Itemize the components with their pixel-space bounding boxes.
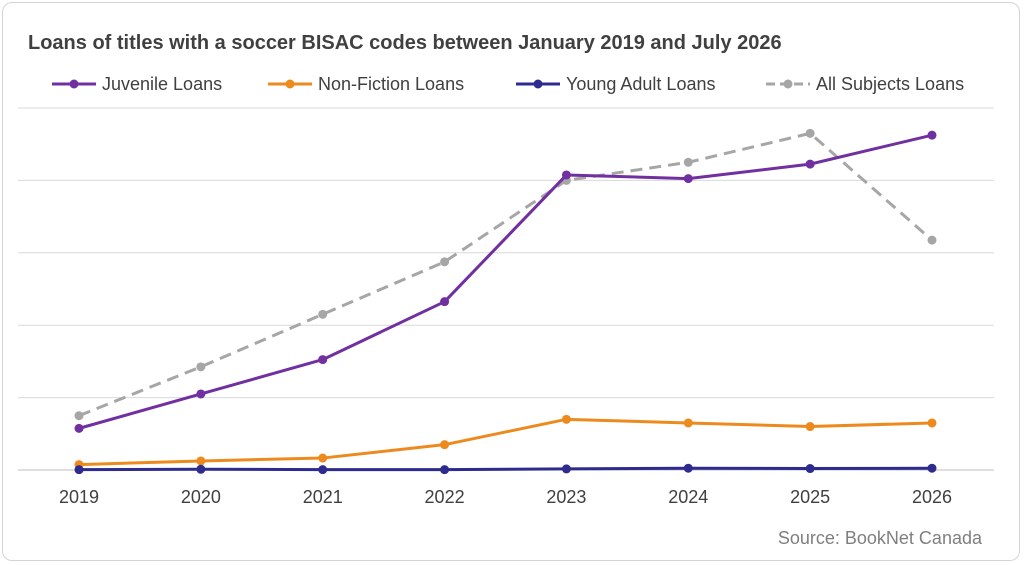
x-tick-label: 2023 xyxy=(546,487,586,507)
data-point xyxy=(74,423,84,433)
data-point xyxy=(561,170,571,180)
x-tick-label: 2022 xyxy=(425,487,465,507)
x-tick-label: 2025 xyxy=(790,487,830,507)
x-tick-label: 2019 xyxy=(59,487,99,507)
x-tick-label: 2021 xyxy=(303,487,343,507)
data-point xyxy=(805,128,815,138)
data-point xyxy=(927,418,937,428)
data-point xyxy=(74,465,84,475)
data-point xyxy=(683,418,693,428)
legend-swatch-juvenile xyxy=(52,79,96,89)
data-point xyxy=(440,465,450,475)
legend-swatch-nonfiction xyxy=(268,79,312,89)
data-point xyxy=(683,174,693,184)
series-line xyxy=(78,131,933,418)
data-point xyxy=(683,463,693,473)
data-point xyxy=(196,464,206,474)
source-note: Source: BookNet Canada xyxy=(777,528,982,548)
data-point xyxy=(196,389,206,399)
data-point xyxy=(561,464,571,474)
data-point xyxy=(196,362,206,372)
data-point xyxy=(440,257,450,267)
data-point xyxy=(196,456,206,466)
legend-label-nonfiction: Non-Fiction Loans xyxy=(318,73,465,94)
data-point xyxy=(927,235,937,245)
data-point xyxy=(683,157,693,167)
data-point xyxy=(805,464,815,474)
data-point xyxy=(318,453,328,463)
legend-label-all-subjects: All Subjects Loans xyxy=(816,73,965,94)
data-point xyxy=(74,411,84,421)
legend-item-all-subjects: All Subjects Loans xyxy=(764,72,964,96)
x-tick-label: 2026 xyxy=(912,487,952,507)
data-point xyxy=(318,465,328,475)
legend-label-juvenile: Juvenile Loans xyxy=(102,73,223,94)
data-point xyxy=(440,440,450,450)
data-point xyxy=(927,463,937,473)
chart-title: Loans of titles with a soccer BISAC code… xyxy=(28,32,782,54)
legend-item-juvenile: Juvenile Loans xyxy=(50,72,222,96)
data-point xyxy=(927,130,937,140)
x-tick-label: 2020 xyxy=(181,487,221,507)
series-line xyxy=(78,466,933,472)
series-line xyxy=(78,133,933,430)
x-tick-label: 2024 xyxy=(668,487,708,507)
legend-swatch-all-subjects xyxy=(766,79,810,89)
data-point xyxy=(440,297,450,307)
series-line xyxy=(78,417,933,467)
legend-swatch-young-adult xyxy=(516,79,560,89)
data-point xyxy=(805,159,815,169)
legend-item-nonfiction: Non-Fiction Loans xyxy=(266,72,464,96)
legend-item-young-adult: Young Adult Loans xyxy=(514,72,715,96)
legend-label-young-adult: Young Adult Loans xyxy=(566,73,716,94)
data-point xyxy=(561,414,571,424)
data-point xyxy=(318,355,328,365)
data-point xyxy=(318,309,328,319)
data-point xyxy=(805,422,815,432)
